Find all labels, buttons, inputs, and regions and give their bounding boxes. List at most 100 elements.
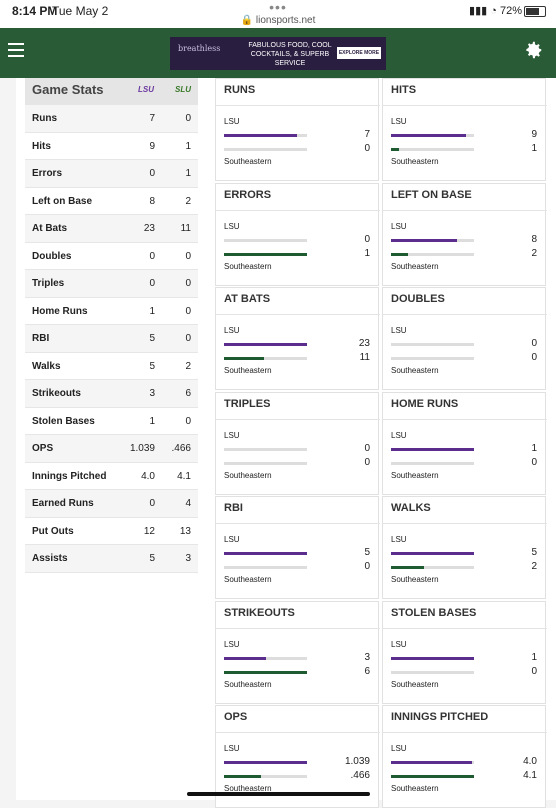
row-lsu-value: 5: [149, 553, 155, 564]
card-title: RBI: [224, 502, 243, 514]
status-bar: 8:14 PM Tue May 2 ••• 🔒 lionsports.net ▮…: [0, 0, 556, 28]
tab-dots-handle[interactable]: •••: [269, 0, 287, 15]
card-lsu-value: 1: [531, 651, 537, 663]
card-title: ERRORS: [224, 188, 272, 201]
southeastern-bar-track: [224, 252, 307, 256]
ad-tagline: FABULOUS FOOD, COOL COCKTAILS, & SUPERB …: [248, 42, 332, 67]
card-title: HITS: [391, 84, 417, 96]
southeastern-bar-track: [224, 461, 307, 465]
lsu-bar-track: [391, 134, 474, 137]
row-lsu-value: 1.039: [129, 443, 155, 454]
gear-icon[interactable]: [522, 39, 544, 61]
southeastern-bar-fill: [391, 566, 425, 569]
stat-card: STRIKEOUTS LSU 3 6 Southeastern: [215, 600, 380, 704]
row-label: Walks: [32, 360, 61, 372]
card-title: INNINGS PITCHED: [391, 711, 489, 723]
lsu-bar-fill: [391, 656, 474, 660]
lsu-bar-track: [391, 656, 474, 660]
card-team-southeastern: Southeastern: [224, 157, 272, 166]
row-lsu-value: 1: [149, 415, 155, 427]
card-divider: [216, 523, 380, 524]
card-southeastern-value: 1: [531, 143, 537, 154]
card-team-lsu: LSU: [391, 639, 407, 649]
row-lsu-value: 12: [143, 525, 155, 537]
southeastern-bar-track: [224, 566, 307, 569]
lsu-bar-track: [224, 656, 307, 660]
card-team-lsu: LSU: [391, 221, 407, 231]
row-southeastern-value: 0: [185, 305, 191, 317]
card-southeastern-value: 6: [364, 665, 370, 677]
southeastern-bar-fill: [224, 357, 264, 360]
stat-card: HITS LSU 9 1 Southeastern: [382, 78, 547, 181]
card-title: HOME RUNS: [391, 397, 459, 410]
row-label: Triples: [32, 278, 65, 289]
southeastern-bar-fill: [224, 775, 262, 778]
card-southeastern-value: 0: [364, 456, 370, 468]
status-time: 8:14 PM: [12, 4, 58, 18]
row-label: Assists: [32, 553, 68, 564]
table-row: OPS 1.039 .466: [25, 435, 198, 463]
card-team-southeastern: Southeastern: [391, 575, 439, 584]
battery-icon: [524, 5, 546, 17]
ad-explore-button[interactable]: EXPLORE MORE: [337, 47, 381, 59]
southeastern-bar-track: [391, 775, 474, 778]
table-row: Left on Base 8 2: [25, 188, 198, 215]
stat-card: ERRORS LSU 0 1 Southeastern: [215, 182, 380, 286]
lsu-bar-track: [224, 343, 307, 346]
card-lsu-value: 0: [531, 338, 537, 349]
row-label: Doubles: [32, 250, 72, 262]
lsu-bar-fill: [224, 761, 307, 764]
card-team-southeastern: Southeastern: [224, 261, 272, 271]
wifi-icon: ◔: [490, 5, 497, 17]
row-southeastern-value: 0: [185, 278, 191, 289]
home-indicator[interactable]: [187, 792, 370, 796]
card-divider: [216, 105, 380, 106]
southeastern-bar-fill: [224, 670, 307, 674]
row-lsu-value: 5: [149, 360, 155, 372]
table-row: RBI 5 0: [25, 325, 198, 353]
row-lsu-value: 0: [149, 168, 155, 179]
card-team-lsu: LSU: [391, 326, 407, 335]
card-divider: [216, 209, 380, 211]
table-row: Runs 7 0: [25, 105, 198, 133]
lsu-logo: LSU: [138, 85, 154, 94]
row-southeastern-value: 0: [185, 250, 191, 262]
card-southeastern-value: 0: [531, 352, 537, 363]
card-team-southeastern: Southeastern: [391, 470, 439, 480]
card-divider: [383, 105, 547, 106]
card-divider: [216, 732, 380, 733]
stat-card: RBI LSU 5 0 Southeastern: [215, 496, 380, 599]
row-label: At Bats: [32, 223, 68, 234]
lsu-bar-fill: [391, 447, 474, 451]
menu-icon[interactable]: [8, 43, 24, 59]
card-divider: [383, 627, 547, 629]
southeastern-bar-track: [391, 670, 474, 674]
card-team-southeastern: Southeastern: [391, 261, 439, 271]
southeastern-bar-track: [391, 357, 474, 360]
southeastern-logo: SLU: [175, 85, 191, 94]
card-team-lsu: LSU: [391, 430, 407, 440]
lsu-bar-track: [391, 343, 474, 346]
lsu-bar-fill: [391, 238, 458, 242]
row-lsu-value: 7: [149, 113, 155, 124]
table-header: Game Stats LSU SLU: [25, 78, 198, 105]
row-southeastern-value: .466: [171, 443, 191, 454]
card-lsu-value: 1: [531, 442, 537, 454]
row-label: Home Runs: [32, 305, 88, 317]
lsu-bar-track: [391, 238, 474, 242]
card-lsu-value: 0: [364, 442, 370, 454]
card-title: STOLEN BASES: [391, 606, 477, 619]
lsu-bar-track: [224, 134, 307, 137]
card-lsu-value: 9: [531, 129, 537, 140]
table-row: At Bats 23 11: [25, 215, 198, 243]
url-bar[interactable]: 🔒 lionsports.net: [0, 15, 556, 26]
card-team-southeastern: Southeastern: [224, 470, 272, 480]
ad-banner[interactable]: breathless FABULOUS FOOD, COOL COCKTAILS…: [170, 37, 386, 70]
southeastern-bar-track: [224, 357, 307, 360]
card-team-southeastern: Southeastern: [391, 366, 439, 375]
row-southeastern-value: 0: [185, 415, 191, 427]
card-divider: [383, 523, 547, 524]
southeastern-bar-fill: [224, 252, 307, 256]
table-row: Hits 9 1: [25, 133, 198, 160]
card-divider: [383, 314, 547, 315]
